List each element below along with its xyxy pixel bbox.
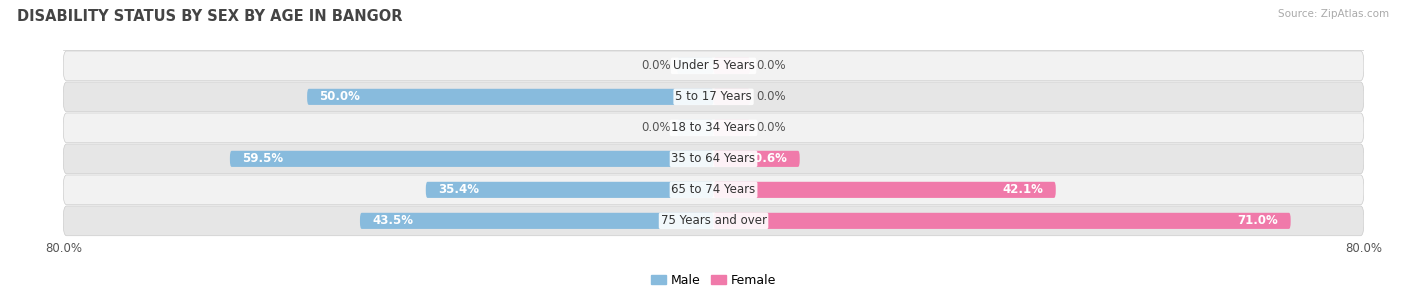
FancyBboxPatch shape <box>63 113 1364 143</box>
FancyBboxPatch shape <box>63 175 1364 205</box>
Text: DISABILITY STATUS BY SEX BY AGE IN BANGOR: DISABILITY STATUS BY SEX BY AGE IN BANGO… <box>17 9 402 24</box>
Text: 59.5%: 59.5% <box>242 152 283 165</box>
Text: 71.0%: 71.0% <box>1237 214 1278 227</box>
Text: 10.6%: 10.6% <box>747 152 787 165</box>
Text: 43.5%: 43.5% <box>373 214 413 227</box>
Text: Under 5 Years: Under 5 Years <box>672 59 755 72</box>
Text: 35 to 64 Years: 35 to 64 Years <box>672 152 755 165</box>
FancyBboxPatch shape <box>63 51 1364 81</box>
Text: 18 to 34 Years: 18 to 34 Years <box>672 121 755 134</box>
Text: 65 to 74 Years: 65 to 74 Years <box>672 183 755 196</box>
Text: 0.0%: 0.0% <box>641 121 671 134</box>
Text: 0.0%: 0.0% <box>756 121 786 134</box>
FancyBboxPatch shape <box>426 182 713 198</box>
FancyBboxPatch shape <box>676 58 713 74</box>
FancyBboxPatch shape <box>713 151 800 167</box>
Text: 0.0%: 0.0% <box>756 59 786 72</box>
Legend: Male, Female: Male, Female <box>645 269 782 292</box>
FancyBboxPatch shape <box>63 144 1364 174</box>
Text: 42.1%: 42.1% <box>1002 183 1043 196</box>
Text: 5 to 17 Years: 5 to 17 Years <box>675 90 752 103</box>
Text: 35.4%: 35.4% <box>439 183 479 196</box>
FancyBboxPatch shape <box>360 213 713 229</box>
Text: 0.0%: 0.0% <box>756 90 786 103</box>
FancyBboxPatch shape <box>63 82 1364 112</box>
FancyBboxPatch shape <box>713 120 751 136</box>
FancyBboxPatch shape <box>307 89 713 105</box>
Text: 75 Years and over: 75 Years and over <box>661 214 766 227</box>
FancyBboxPatch shape <box>713 213 1291 229</box>
Text: 50.0%: 50.0% <box>319 90 360 103</box>
Text: 0.0%: 0.0% <box>641 59 671 72</box>
FancyBboxPatch shape <box>676 120 713 136</box>
FancyBboxPatch shape <box>231 151 713 167</box>
Text: Source: ZipAtlas.com: Source: ZipAtlas.com <box>1278 9 1389 19</box>
FancyBboxPatch shape <box>713 58 751 74</box>
FancyBboxPatch shape <box>713 182 1056 198</box>
FancyBboxPatch shape <box>63 206 1364 236</box>
FancyBboxPatch shape <box>713 89 751 105</box>
